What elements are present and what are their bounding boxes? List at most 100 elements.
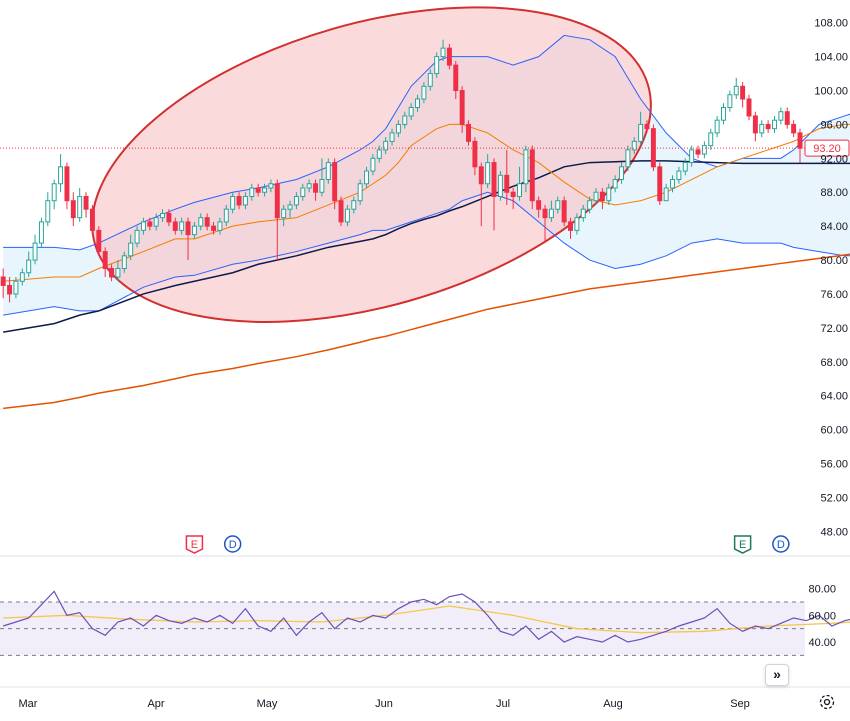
marker-label: E xyxy=(739,539,746,551)
candle-body xyxy=(166,212,172,223)
x-tick-label: Jul xyxy=(496,698,510,710)
candle xyxy=(421,82,427,104)
y-tick-label: 84.00 xyxy=(820,221,848,233)
candle-body xyxy=(542,208,548,219)
candle-body xyxy=(204,217,210,227)
candle-body xyxy=(211,225,217,231)
last-price-box xyxy=(804,139,850,157)
candle-body xyxy=(89,208,95,231)
candle xyxy=(64,162,70,210)
candle-body xyxy=(230,195,236,210)
candle xyxy=(415,94,421,112)
candle-body xyxy=(313,183,319,193)
candle-body xyxy=(689,149,695,164)
candle xyxy=(772,115,777,133)
candle xyxy=(70,192,76,227)
candle xyxy=(102,247,108,277)
y-tick-label: 88.00 xyxy=(820,187,848,199)
candle xyxy=(408,103,414,121)
candle-body xyxy=(676,170,682,181)
candle xyxy=(364,166,370,188)
candle-body xyxy=(306,183,312,189)
candle xyxy=(593,188,599,205)
candle xyxy=(83,192,89,218)
candle xyxy=(478,162,484,227)
candle-body xyxy=(370,157,376,172)
candle xyxy=(211,221,217,235)
candle xyxy=(491,158,497,231)
scroll-right-button[interactable]: » xyxy=(765,664,789,686)
candle-body xyxy=(102,251,108,270)
candle xyxy=(765,120,771,133)
candle xyxy=(236,192,242,210)
rsi-y-tick-label: 60.00 xyxy=(808,610,836,622)
candle xyxy=(140,217,146,235)
candle xyxy=(230,192,236,214)
candle-body xyxy=(708,132,714,147)
candle xyxy=(638,111,644,146)
candle xyxy=(191,221,197,239)
candle-body xyxy=(752,115,758,134)
candle-body xyxy=(109,268,115,278)
candle xyxy=(383,137,389,155)
candle xyxy=(504,149,510,205)
y-tick-label: 108.00 xyxy=(814,18,848,30)
candle-body xyxy=(179,221,185,231)
candle xyxy=(249,183,255,201)
candle-body xyxy=(319,179,325,193)
candle xyxy=(434,52,440,78)
candle-body xyxy=(536,200,542,210)
candle-body xyxy=(714,119,720,134)
candle-body xyxy=(45,200,51,223)
candle xyxy=(134,226,140,248)
candle-body xyxy=(657,166,663,202)
candle-body xyxy=(631,140,637,151)
candle xyxy=(689,145,695,167)
candle-body xyxy=(19,272,25,282)
candle-body xyxy=(574,217,580,231)
candle-body xyxy=(765,123,771,130)
candle xyxy=(179,217,185,235)
candle-body xyxy=(70,200,76,219)
candle xyxy=(485,154,491,188)
candle-body xyxy=(300,187,306,197)
candle-body xyxy=(478,166,484,185)
candle xyxy=(529,145,535,210)
candle-body xyxy=(427,73,433,87)
candle-body xyxy=(274,183,280,219)
candle-body xyxy=(561,200,567,223)
candle-body xyxy=(625,149,631,168)
candle-body xyxy=(568,221,573,231)
candle xyxy=(561,196,567,227)
candle-body xyxy=(140,221,146,231)
x-tick-label: Apr xyxy=(147,698,164,710)
candle-body xyxy=(408,106,414,117)
candle xyxy=(536,196,542,218)
candle-body xyxy=(778,111,784,121)
candle xyxy=(338,196,344,227)
candle xyxy=(606,183,612,205)
candle xyxy=(281,204,287,227)
y-tick-label: 72.00 xyxy=(820,323,848,335)
candle xyxy=(523,145,529,193)
candle xyxy=(325,158,331,184)
candle xyxy=(32,234,38,265)
earnings-marker xyxy=(733,535,752,554)
candle xyxy=(153,213,159,231)
candle-body xyxy=(638,123,644,142)
candle xyxy=(612,175,618,193)
candle-body xyxy=(128,242,134,257)
settings-button[interactable] xyxy=(818,693,836,711)
candle-body xyxy=(293,195,299,206)
candle xyxy=(147,217,153,231)
candle xyxy=(172,217,178,235)
candle-body xyxy=(740,85,746,100)
candle xyxy=(13,277,19,299)
candle xyxy=(128,234,134,261)
candle-body xyxy=(727,94,733,108)
candle-body xyxy=(593,191,599,202)
candle-body xyxy=(446,47,452,66)
candle-body xyxy=(217,221,223,231)
